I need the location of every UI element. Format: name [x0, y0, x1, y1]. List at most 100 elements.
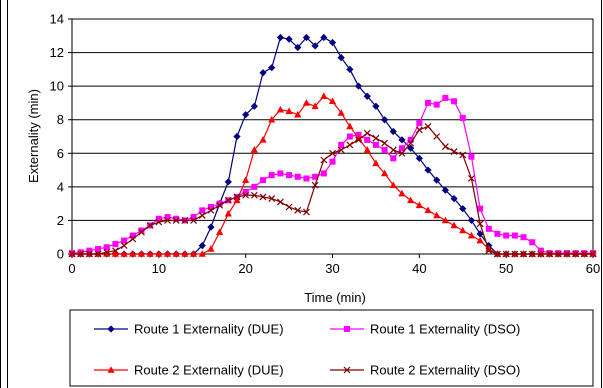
y-tick-label: 12	[50, 45, 64, 60]
data-point	[94, 250, 102, 258]
data-point	[346, 65, 354, 73]
data-point	[415, 154, 423, 162]
data-point	[294, 43, 302, 52]
x-axis-ticks: 0 10 20 30 40 50 60	[68, 254, 600, 276]
data-point	[433, 176, 441, 184]
data-point	[207, 223, 215, 231]
legend-item: Route 1 Externality (DSO)	[330, 322, 520, 337]
data-point	[337, 146, 345, 154]
data-point	[155, 215, 162, 222]
x-tick-label: 0	[68, 261, 75, 276]
data-point	[224, 209, 232, 217]
data-point	[398, 145, 405, 152]
data-point	[441, 216, 449, 224]
data-point	[198, 211, 206, 219]
data-point	[450, 195, 458, 203]
data-point	[485, 225, 492, 232]
data-point	[354, 82, 363, 90]
data-point	[242, 176, 250, 183]
x-tick-label: 10	[152, 261, 166, 276]
data-point	[286, 172, 293, 179]
data-point	[337, 54, 345, 62]
data-point	[433, 211, 441, 219]
data-point	[120, 250, 128, 257]
data-point	[190, 217, 197, 224]
data-point	[233, 132, 241, 141]
data-point	[268, 64, 276, 72]
data-point	[346, 122, 354, 130]
data-point	[346, 133, 353, 140]
data-point	[311, 181, 319, 189]
y-axis-label: Externality (min)	[26, 89, 41, 183]
data-point	[372, 102, 380, 110]
data-point	[329, 158, 336, 165]
legend-label: Route 1 Externality (DUE)	[134, 322, 284, 337]
data-point	[554, 250, 562, 258]
data-point	[441, 186, 449, 194]
data-point	[328, 97, 337, 105]
data-point	[563, 250, 571, 258]
data-point	[85, 250, 93, 258]
data-point	[302, 99, 311, 106]
data-point	[224, 196, 232, 204]
data-point	[494, 230, 501, 237]
legend-item: Route 2 Externality (DSO)	[330, 363, 520, 378]
series-3	[68, 92, 597, 257]
y-tick-label: 14	[50, 12, 64, 27]
x-tick-label: 50	[499, 261, 513, 276]
data-point	[433, 133, 441, 140]
data-point	[242, 111, 250, 119]
data-point	[390, 155, 397, 162]
data-point	[425, 99, 432, 106]
y-tick-label: 2	[57, 213, 64, 228]
data-point	[103, 244, 110, 251]
data-point	[363, 146, 371, 153]
data-point	[467, 216, 476, 225]
data-point	[172, 250, 180, 257]
data-point	[442, 94, 449, 101]
data-point	[199, 207, 206, 214]
data-point	[502, 250, 510, 258]
data-point	[372, 141, 379, 148]
data-point	[146, 250, 154, 257]
data-point	[485, 245, 493, 252]
data-point	[338, 141, 345, 148]
data-point	[268, 195, 276, 203]
data-point	[468, 153, 475, 160]
data-point	[242, 188, 249, 195]
legend-item: Route 1 Externality (DUE)	[94, 322, 284, 337]
data-point	[111, 247, 119, 255]
data-point	[589, 250, 597, 258]
data-point	[328, 38, 337, 47]
data-point	[459, 205, 467, 213]
data-point	[537, 250, 545, 258]
data-point	[294, 206, 302, 214]
data-point	[111, 250, 120, 257]
data-point	[450, 221, 458, 229]
data-point	[129, 235, 137, 243]
data-point	[407, 139, 415, 147]
data-point	[224, 178, 232, 186]
data-point	[303, 208, 310, 216]
data-point	[198, 250, 206, 257]
data-point	[398, 136, 406, 144]
data-point	[529, 239, 536, 246]
data-point	[363, 129, 371, 137]
data-point	[311, 42, 319, 50]
data-point	[198, 242, 206, 250]
data-point	[459, 151, 467, 159]
data-point	[320, 170, 327, 177]
x-axis-label: Time (min)	[304, 290, 366, 305]
data-point	[242, 191, 250, 199]
data-point	[477, 205, 484, 212]
data-point	[207, 245, 215, 252]
legend-box	[69, 309, 594, 387]
data-point	[485, 247, 493, 255]
data-point	[468, 175, 475, 182]
data-point	[294, 110, 302, 118]
y-tick-label: 10	[50, 79, 64, 94]
data-point	[476, 220, 484, 228]
y-tick-label: 0	[57, 247, 64, 262]
data-point	[354, 134, 363, 141]
